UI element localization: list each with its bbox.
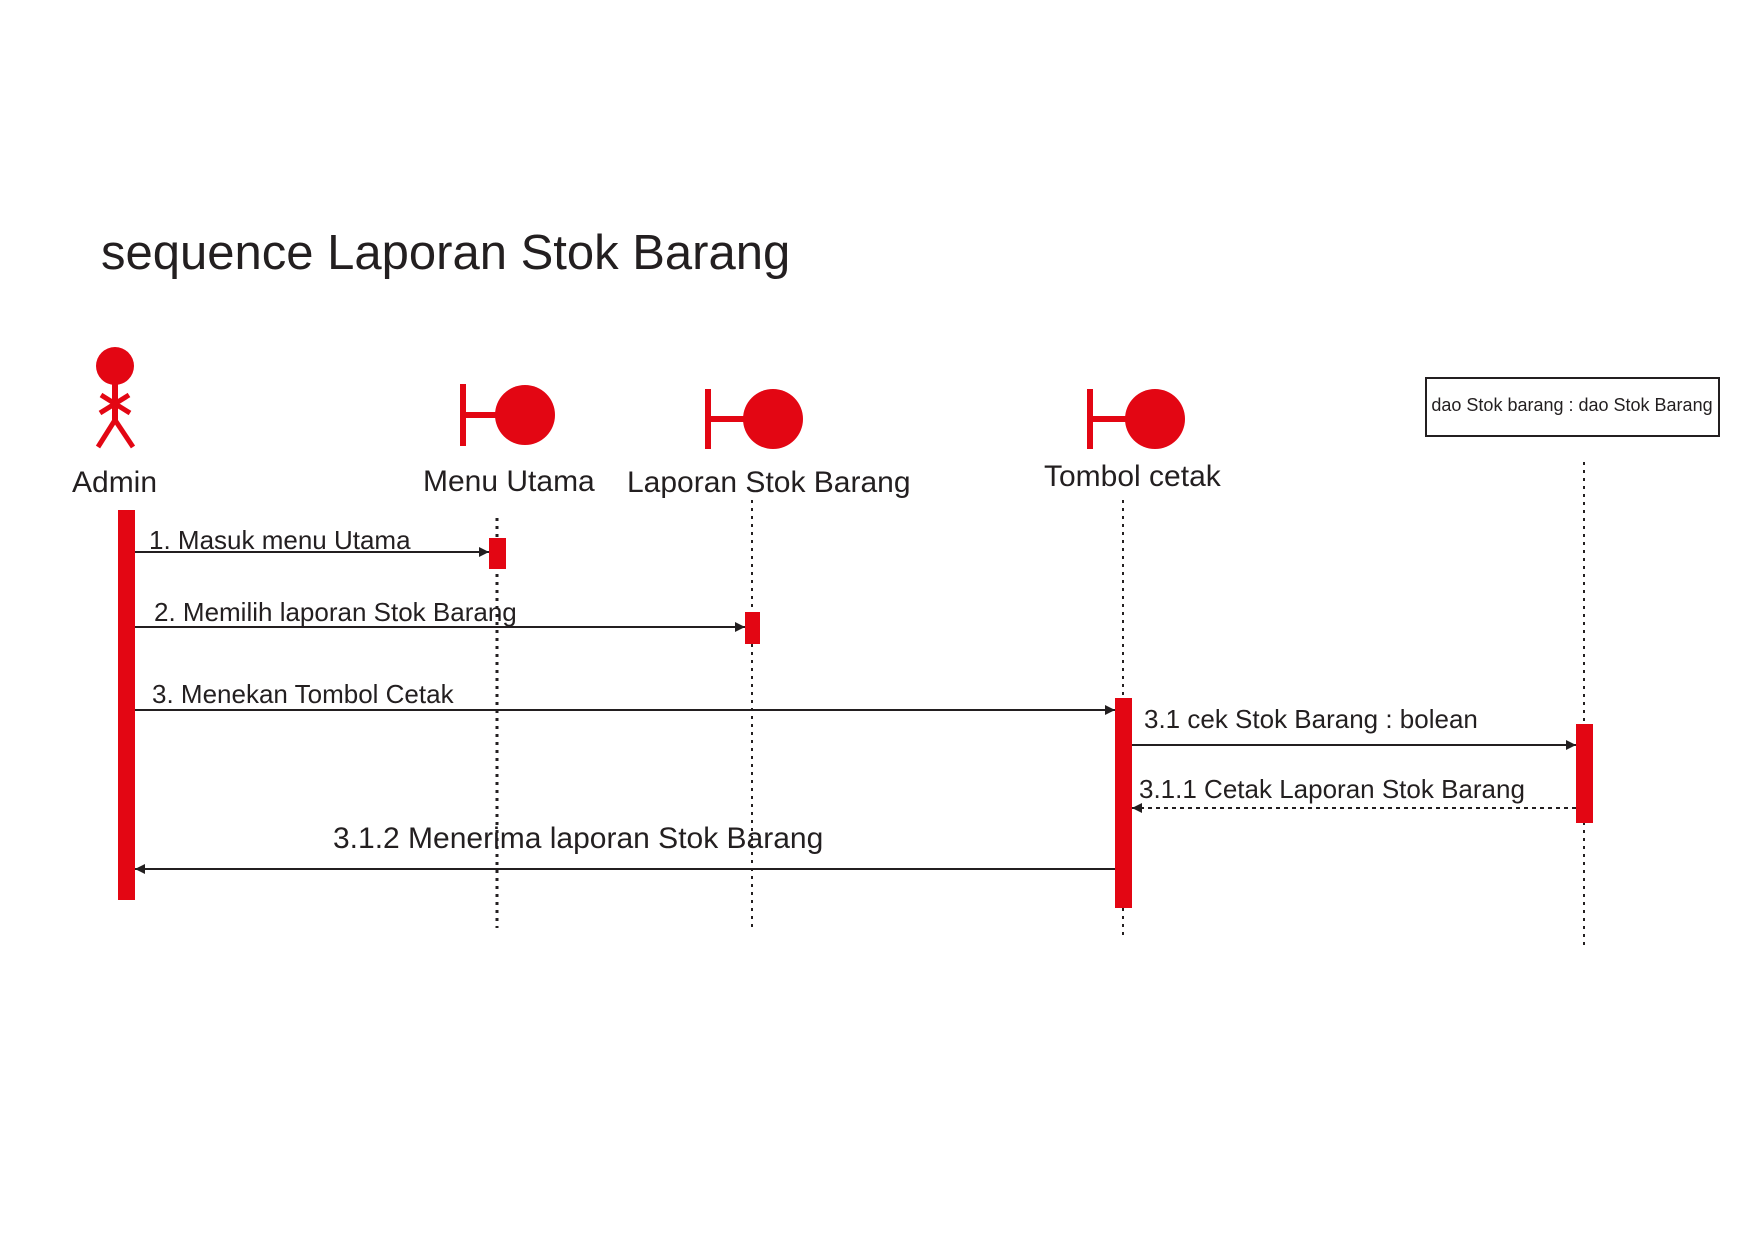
object-box-dao-stok-barang (1425, 377, 1720, 437)
message-label: 1. Masuk menu Utama (149, 525, 411, 555)
participant-dao-stok-barang: dao Stok barang : dao Stok Barang (1425, 377, 1720, 945)
message-3-1-2: 3.1.2 Menerima laporan Stok Barang (135, 822, 1115, 874)
boundary-icon (1087, 389, 1185, 449)
participant-tombol-cetak: Tombol cetak (1044, 389, 1222, 940)
boundary-icon (460, 384, 555, 446)
message-2: 2. Memilih laporan Stok Barang (135, 597, 745, 632)
message-3-1: 3.1 cek Stok Barang : bolean (1132, 704, 1576, 750)
message-3: 3. Menekan Tombol Cetak (135, 679, 1115, 715)
activation-bar-admin (118, 510, 135, 900)
participant-menu-utama: Menu Utama (423, 384, 595, 928)
participant-laporan-stok-barang: Laporan Stok Barang (627, 389, 911, 928)
activation-bar-dao-stok-barang (1576, 724, 1593, 823)
message-label: 3.1 cek Stok Barang : bolean (1144, 704, 1478, 734)
message-label: 3. Menekan Tombol Cetak (152, 679, 455, 709)
participant-label-dao-stok-barang: dao Stok barang : dao Stok Barang (1431, 395, 1712, 415)
activation-bar-menu-utama (489, 538, 506, 569)
participant-label-admin: Admin (72, 466, 157, 499)
message-label: 3.1.1 Cetak Laporan Stok Barang (1139, 774, 1525, 804)
message-label: 2. Memilih laporan Stok Barang (154, 597, 517, 627)
participant-admin: Admin (72, 347, 157, 900)
participant-label-laporan-stok-barang: Laporan Stok Barang (627, 466, 911, 499)
participant-label-menu-utama: Menu Utama (423, 465, 595, 498)
message-1: 1. Masuk menu Utama (135, 525, 489, 557)
message-label: 3.1.2 Menerima laporan Stok Barang (333, 822, 823, 855)
boundary-icon (705, 389, 803, 449)
activation-bar-laporan-stok-barang (745, 612, 760, 644)
activation-bar-tombol-cetak (1115, 698, 1132, 908)
message-3-1-1: 3.1.1 Cetak Laporan Stok Barang (1132, 774, 1576, 813)
actor-icon (95, 347, 136, 449)
diagram-title: sequence Laporan Stok Barang (101, 226, 790, 280)
participant-label-tombol-cetak: Tombol cetak (1044, 460, 1222, 493)
